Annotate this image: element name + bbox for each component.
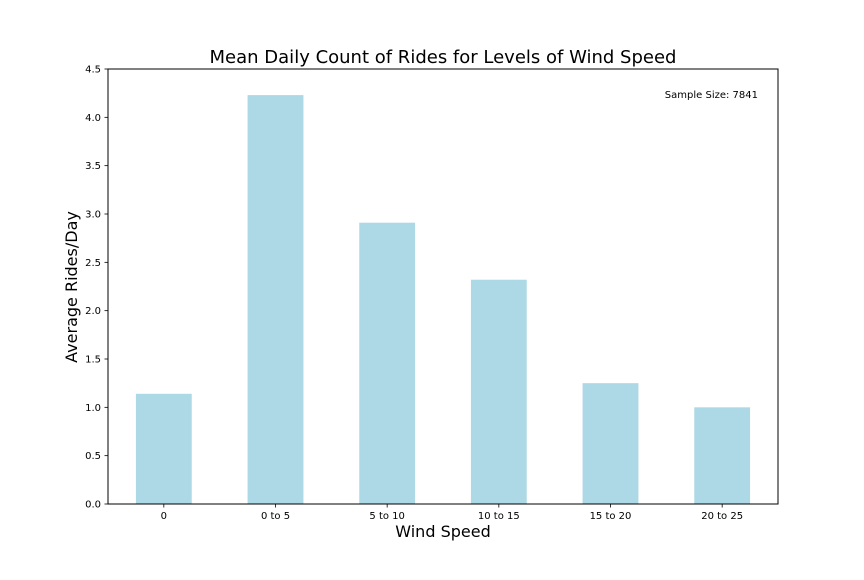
y-tick-label: 2.5 [85,258,101,269]
x-tick-label: 15 to 20 [590,511,632,522]
sample-size-annotation: Sample Size: 7841 [665,90,758,101]
x-tick-label: 0 to 5 [261,511,290,522]
bar [247,95,304,504]
y-tick-label: 2.0 [85,306,101,317]
chart-title: Mean Daily Count of Rides for Levels of … [210,47,677,68]
x-tick-label: 0 [161,511,167,522]
bar [694,407,751,504]
bars-group [135,95,751,504]
y-axis-title: Average Rides/Day [62,211,81,363]
x-tick-label: 20 to 25 [701,511,743,522]
y-tick-label: 1.5 [85,355,101,366]
y-tick-label: 1.0 [85,403,101,414]
y-tick-label: 3.5 [85,161,101,172]
y-tick-label: 0.5 [85,451,101,462]
x-axis-title: Wind Speed [395,522,490,541]
y-axis: 0.0 0.5 1.0 1.5 2.0 2.5 3.0 3.5 4.0 4.5 [85,65,108,511]
y-tick-label: 3.0 [85,210,101,221]
x-tick-label: 5 to 10 [369,511,404,522]
x-tick-label: 10 to 15 [478,511,520,522]
bar [135,393,192,504]
x-axis: 0 0 to 5 5 to 10 10 to 15 15 to 20 20 to 25 [161,504,743,522]
bar [359,222,416,504]
y-tick-label: 0.0 [85,500,101,511]
bar [582,383,639,504]
y-tick-label: 4.5 [85,65,101,76]
y-tick-label: 4.0 [85,113,101,124]
bar [470,279,527,504]
plot-frame [107,68,779,505]
